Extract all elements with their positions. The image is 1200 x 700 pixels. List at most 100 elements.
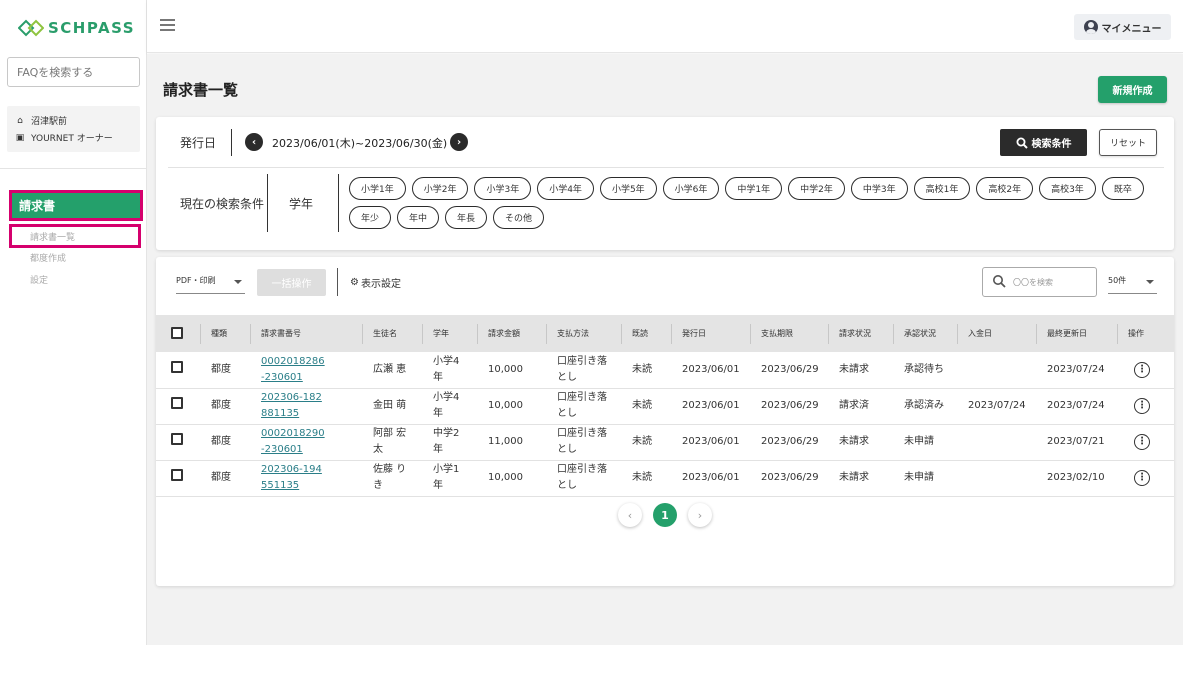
table-row: 都度 0002018290-230601 阿部 宏太 中学2年 11,000 口…: [156, 424, 1174, 460]
cell-issued: 2023/06/01: [682, 436, 740, 447]
grade-chip[interactable]: 小学6年: [662, 177, 720, 200]
logo-icon: [18, 19, 44, 37]
search-conditions-button[interactable]: 検索条件: [1000, 129, 1087, 156]
grade-chip[interactable]: その他: [493, 206, 545, 229]
grade-chip[interactable]: 小学2年: [411, 177, 469, 200]
row-checkbox[interactable]: [171, 433, 183, 445]
more-options-icon[interactable]: ⋮: [1134, 434, 1150, 450]
table-row: 都度 0002018286-230601 広瀬 恵 小学4年 10,000 口座…: [156, 352, 1174, 388]
grade-chip[interactable]: 高校1年: [913, 177, 971, 200]
cell-amount: 10,000: [488, 363, 523, 375]
sidebar-item-instant-create[interactable]: 都度作成: [30, 254, 67, 264]
school-name: 沼津駅前: [31, 117, 68, 127]
col-payment-method[interactable]: 支払方法: [547, 315, 622, 352]
pagination: ‹ 1 ›: [618, 503, 712, 527]
caret-down-icon: [1146, 280, 1154, 284]
owner-name: YOURNET オーナー: [31, 134, 113, 144]
grade-chip[interactable]: 中学2年: [788, 177, 845, 200]
id-card-icon: ▣: [15, 132, 25, 143]
grade-chip[interactable]: 高校2年: [976, 177, 1034, 200]
logo-text: SCHPASS: [48, 19, 136, 37]
col-type[interactable]: 種類: [201, 315, 251, 352]
page-number-current[interactable]: 1: [653, 503, 677, 527]
cell-billing: 未請求: [839, 363, 869, 375]
prev-page-icon[interactable]: ‹: [618, 503, 642, 527]
cell-amount: 10,000: [488, 472, 523, 483]
col-student-name[interactable]: 生徒名: [363, 315, 423, 352]
invoice-number-link[interactable]: 0002018290-230601: [261, 428, 325, 455]
faq-search-input[interactable]: [7, 57, 140, 87]
chevron-left-icon[interactable]: ‹: [245, 133, 263, 151]
grade-chip[interactable]: 小学3年: [474, 177, 532, 200]
invoice-number-link[interactable]: 202306-194551135: [261, 464, 322, 491]
cell-student: 阿部 宏太: [373, 428, 407, 455]
invoice-number-link[interactable]: 202306-182881135: [261, 392, 322, 419]
grade-chip[interactable]: 年少: [349, 206, 392, 229]
sidebar-item-settings[interactable]: 設定: [30, 276, 49, 286]
grade-filter-label: 学年: [289, 197, 314, 211]
col-last-updated[interactable]: 最終更新日: [1037, 315, 1118, 352]
grade-chip[interactable]: 小学5年: [599, 177, 657, 200]
more-options-icon[interactable]: ⋮: [1134, 398, 1150, 414]
bulk-action-button[interactable]: 一括操作: [257, 269, 326, 296]
row-checkbox[interactable]: [171, 397, 183, 409]
more-options-icon[interactable]: ⋮: [1134, 361, 1150, 378]
grade-chip[interactable]: 小学4年: [537, 177, 594, 200]
grade-chip[interactable]: 小学1年: [349, 177, 406, 200]
user-circle-icon: [1083, 20, 1098, 34]
col-issue-date[interactable]: 発行日: [672, 315, 751, 352]
col-approval-status[interactable]: 承認状況: [894, 315, 958, 352]
cell-issued: 2023/06/01: [682, 363, 740, 375]
gear-icon: ⚙: [350, 277, 359, 288]
current-conditions-label: 現在の検索条件: [180, 197, 265, 211]
cell-paid-date: [958, 460, 1037, 496]
my-menu-button[interactable]: マイメニュー: [1074, 14, 1171, 40]
sidebar-section-invoice[interactable]: 請求書: [9, 190, 143, 221]
grade-chip[interactable]: 年中: [397, 206, 440, 229]
table-header-row: 種類 請求書番号 生徒名 学年 請求金額 支払方法 既読 発行日 支払期限 請求…: [156, 315, 1174, 352]
grade-chips: 小学1年 小学2年 小学3年 小学4年 小学5年 小学6年 中学1年 中学2年 …: [349, 177, 1149, 229]
display-settings-button[interactable]: ⚙ 表示設定: [350, 275, 401, 290]
grade-chip[interactable]: 中学3年: [850, 177, 908, 200]
pdf-print-select[interactable]: PDF・印刷: [176, 270, 245, 294]
cell-grade: 小学4年: [433, 355, 460, 383]
grade-chip[interactable]: 中学1年: [725, 177, 783, 200]
cell-updated: 2023/07/21: [1047, 436, 1105, 447]
cell-approval: 未申請: [904, 472, 934, 483]
cell-read: 未読: [632, 472, 652, 483]
next-page-icon[interactable]: ›: [688, 503, 712, 527]
search-icon: [993, 275, 1006, 288]
col-paid-date[interactable]: 入金日: [958, 315, 1037, 352]
table-search-input[interactable]: [982, 267, 1097, 297]
account-info: ⌂ 沼津駅前 ▣ YOURNET オーナー: [7, 106, 140, 152]
cell-payment: 口座引き落とし: [557, 392, 607, 419]
cell-student: 金田 萌: [373, 400, 407, 411]
logo[interactable]: SCHPASS: [18, 18, 135, 38]
col-grade[interactable]: 学年: [423, 315, 478, 352]
grade-chip[interactable]: 年長: [445, 206, 488, 229]
cell-student: 広瀬 恵: [373, 363, 407, 375]
per-page-select[interactable]: 50件: [1108, 270, 1157, 294]
col-amount[interactable]: 請求金額: [478, 315, 547, 352]
chevron-right-icon[interactable]: ›: [450, 133, 468, 151]
hamburger-menu-icon[interactable]: [160, 19, 175, 31]
col-invoice-number[interactable]: 請求書番号: [251, 315, 363, 352]
col-read[interactable]: 既読: [622, 315, 672, 352]
col-billing-status[interactable]: 請求状況: [829, 315, 894, 352]
reset-button[interactable]: リセット: [1099, 129, 1157, 156]
row-checkbox[interactable]: [171, 360, 183, 373]
grade-chip[interactable]: 既卒: [1101, 177, 1144, 200]
cell-amount: 11,000: [488, 436, 523, 447]
cell-due: 2023/06/29: [761, 436, 819, 447]
grade-chip[interactable]: 高校3年: [1039, 177, 1096, 200]
invoice-number-link[interactable]: 0002018286-230601: [261, 355, 325, 383]
page-title: 請求書一覧: [163, 81, 239, 99]
cell-type: 都度: [211, 472, 231, 483]
more-options-icon[interactable]: ⋮: [1134, 470, 1150, 486]
cell-payment: 口座引き落とし: [557, 355, 607, 383]
row-checkbox[interactable]: [171, 469, 183, 481]
select-all-checkbox[interactable]: [171, 326, 183, 339]
col-due-date[interactable]: 支払期限: [751, 315, 829, 352]
new-create-button[interactable]: 新規作成: [1098, 76, 1167, 103]
sidebar-item-invoice-list[interactable]: 請求書一覧: [9, 224, 141, 248]
